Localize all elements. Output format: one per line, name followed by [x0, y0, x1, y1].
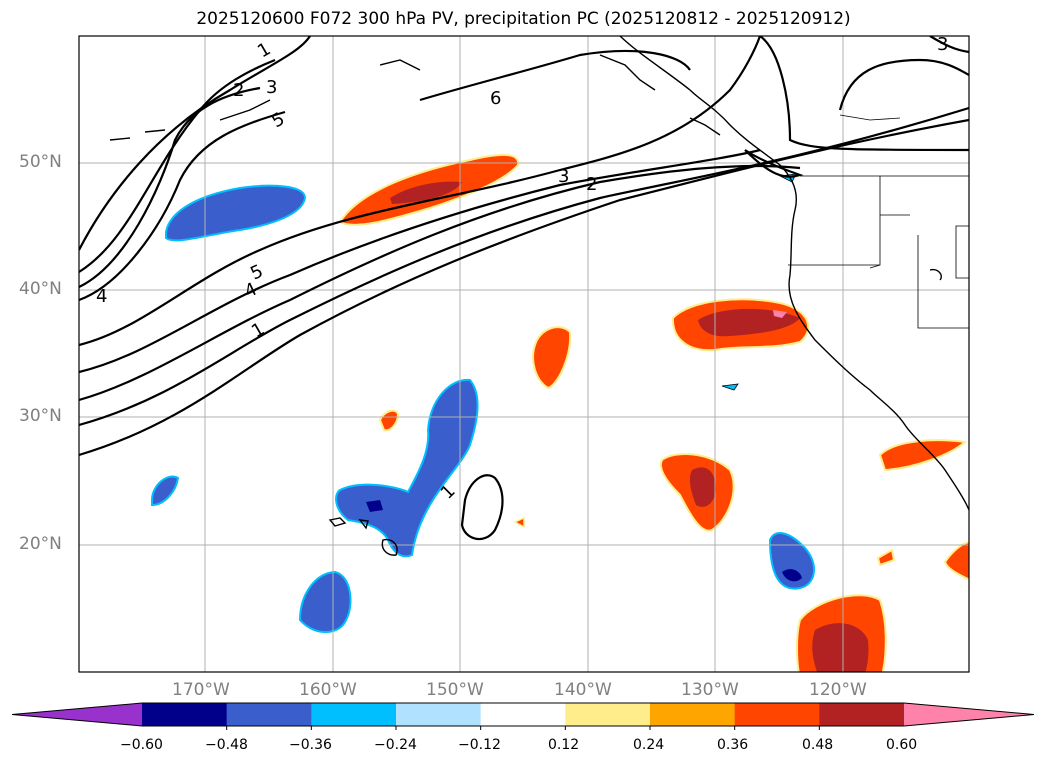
- colorbar-segment: [396, 703, 482, 726]
- precip-blob-positive: [943, 541, 969, 581]
- precip-blob-negative: [151, 475, 180, 507]
- colorbar-tick-label: 0.36: [717, 737, 749, 753]
- lat-label: 40°N: [19, 279, 62, 299]
- contour-label: 2: [233, 80, 244, 101]
- colorbar-segment: [819, 703, 905, 726]
- precip-blob-negative: [298, 570, 352, 633]
- precip-blob-positive: [878, 439, 968, 472]
- map-frame: [78, 35, 970, 673]
- gridlines: [79, 36, 969, 672]
- lat-label: 20°N: [19, 534, 62, 554]
- colorbar-extend-high: [904, 703, 1034, 726]
- contour-label: 4: [96, 286, 107, 307]
- precip-blob-core: [390, 181, 462, 204]
- contour-label: 3: [558, 166, 569, 187]
- colorbar-tick-label: 0.48: [802, 737, 834, 753]
- colorbar-segment: [734, 703, 820, 726]
- colorbar-outline: [11, 702, 1035, 727]
- state-borders: [788, 114, 969, 329]
- precip-blob-positive: [532, 326, 572, 390]
- precip-blob-positive: [378, 409, 400, 432]
- map-title: 2025120600 F072 300 hPa PV, precipitatio…: [196, 9, 851, 29]
- lon-label: 170°W: [172, 680, 230, 700]
- precip-blob-positive: [876, 548, 896, 567]
- colorbar-tick-label: 0.60: [886, 737, 918, 753]
- colorbar-tick-label: 0.24: [633, 737, 665, 753]
- contour-label: 2: [586, 174, 597, 195]
- colorbar-tick-label: −0.12: [458, 737, 501, 753]
- colorbar-tick-label: −0.36: [289, 737, 332, 753]
- lon-label: 160°W: [299, 680, 357, 700]
- precip-blob-strong: [782, 569, 802, 582]
- colorbar-tick-label: 0.12: [548, 737, 580, 753]
- lon-label: 150°W: [426, 680, 484, 700]
- contour-label: 3: [937, 34, 948, 55]
- colorbar-tick-label: −0.24: [374, 737, 417, 753]
- colorbar-segment: [480, 703, 566, 726]
- colorbar-extend-low: [12, 703, 142, 726]
- colorbar-tick-label: −0.60: [120, 737, 163, 753]
- lat-label: 50°N: [19, 152, 62, 172]
- colorbar-segment: [142, 703, 228, 726]
- colorbar-segment: [311, 703, 397, 726]
- colorbar-segment: [650, 703, 736, 726]
- lat-label: 30°N: [19, 406, 62, 426]
- precip-blob-core: [689, 467, 716, 507]
- lon-label: 140°W: [554, 680, 612, 700]
- precip-blob-max: [773, 310, 787, 318]
- colorbar-segment: [565, 703, 651, 726]
- contour-label: 6: [490, 88, 501, 109]
- lon-label: 120°W: [809, 680, 867, 700]
- lon-label: 130°W: [681, 680, 739, 700]
- colorbar: [11, 702, 1035, 730]
- precip-blob-positive: [513, 516, 525, 529]
- precip-blob-negative: [768, 532, 815, 590]
- precip-blob-negative: [165, 184, 307, 242]
- pv-contours: [79, 36, 969, 541]
- precip-blob-strong: [366, 500, 383, 512]
- colorbar-segment: [226, 703, 312, 726]
- precip-blob-negative: [721, 383, 739, 391]
- colorbar-tick-label: −0.48: [205, 737, 248, 753]
- map-area: [79, 36, 969, 672]
- precip-blob-core: [812, 623, 869, 672]
- precip-fields: [151, 154, 969, 672]
- contour-label: 3: [266, 77, 277, 98]
